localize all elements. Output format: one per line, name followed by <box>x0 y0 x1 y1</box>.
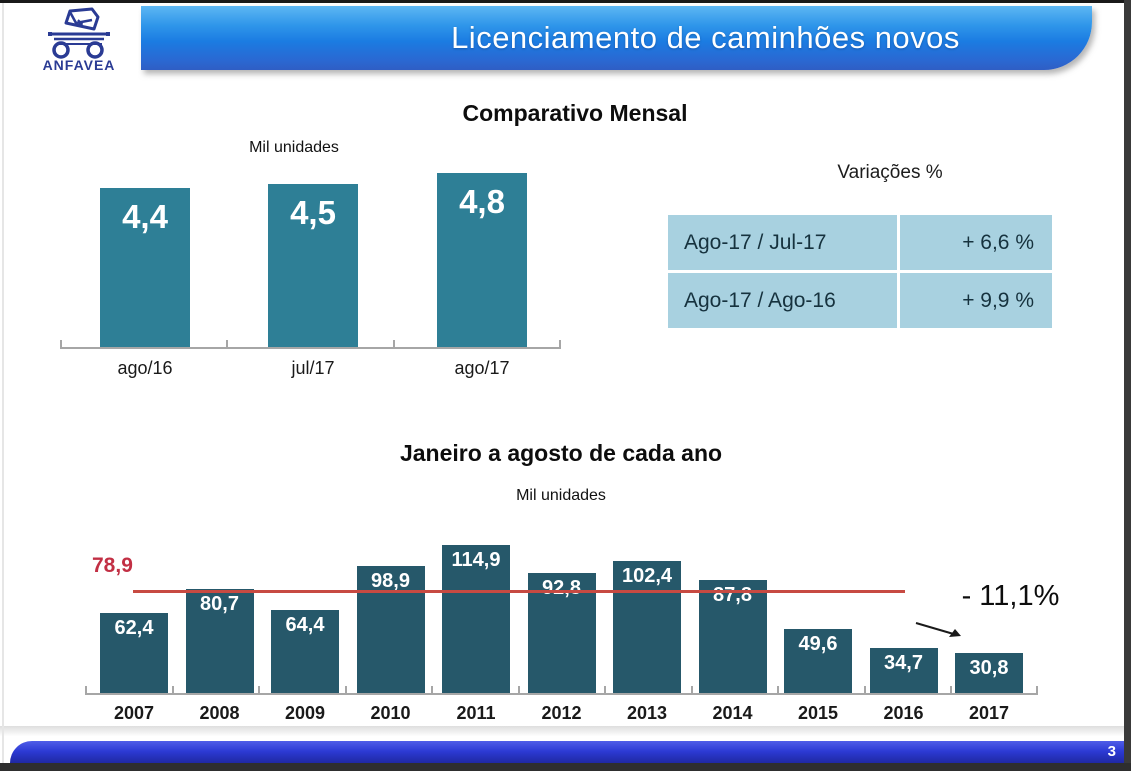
bar-2012: 92,8 <box>527 573 596 693</box>
axis-tick <box>393 340 395 347</box>
bar-jul/17: 4,5 <box>268 184 358 347</box>
axis-tick <box>1036 686 1038 693</box>
anfavea-logo: ANFAVEA <box>20 4 138 78</box>
bar-value-label: 4,8 <box>459 183 505 220</box>
x-axis-label-2016: 2016 <box>883 703 924 723</box>
bar-value-label: 62,4 <box>114 617 154 639</box>
axis-tick <box>226 340 228 347</box>
slide-border-left <box>2 3 4 763</box>
axis-tick <box>950 686 952 693</box>
monthly-bar-chart: 4,4 4,5 4,8 <box>60 160 561 347</box>
axis-tick <box>345 686 347 693</box>
bar-2009: 64,4 <box>271 610 339 693</box>
monthly-chart-title: Comparativo Mensal <box>462 100 688 126</box>
variations-table: Ago-17 / Jul-17 + 6,6 % Ago-17 / Ago-16 … <box>668 215 1052 328</box>
bar-value-label: 92,8 <box>542 577 581 599</box>
axis-tick <box>559 340 561 347</box>
page-number: 3 <box>1107 743 1116 760</box>
slide-border-top <box>0 0 1131 3</box>
x-axis-label-ago/17: ago/17 <box>454 358 510 378</box>
x-axis-label-jul/17: jul/17 <box>291 358 335 378</box>
yearly-bar-chart: 62,4 80,7 64,4 98,9 114,9 92,8 102,4 87,8 49,6 34… <box>85 520 1038 693</box>
axis-tick <box>431 686 433 693</box>
bar-2008: 80,7 <box>185 589 254 693</box>
bar-value-label: 98,9 <box>371 570 410 592</box>
bar-2010: 98,9 <box>356 566 425 693</box>
bar-2007: 62,4 <box>100 613 168 693</box>
slide-border-bottom <box>0 763 1131 771</box>
monthly-chart-unit-label: Mil unidades <box>249 139 339 156</box>
reference-line-label: 78,9 <box>92 554 133 577</box>
axis-tick <box>777 686 779 693</box>
variations-row-value: + 6,6 % <box>900 215 1052 270</box>
bar-value-label: 49,6 <box>798 633 838 655</box>
decline-annotation: - 11,1% <box>961 580 1060 612</box>
axis-tick <box>518 686 520 693</box>
bar-2014: 87,8 <box>698 580 767 693</box>
monthly-chart-x-axis <box>60 340 561 349</box>
footer-band <box>0 726 1124 741</box>
title-banner: Licenciamento de caminhões novos <box>141 6 1092 70</box>
x-axis-label-2011: 2011 <box>456 703 496 723</box>
axis-tick <box>604 686 606 693</box>
bar-ago/17: 4,8 <box>437 173 527 347</box>
truck-logo-icon <box>48 7 110 59</box>
x-axis-label-2013: 2013 <box>626 703 668 723</box>
bar-2011: 114,9 <box>442 545 510 693</box>
axis-tick <box>864 686 866 693</box>
x-axis-label-2008: 2008 <box>199 703 240 723</box>
bar-2015: 49,6 <box>784 629 852 693</box>
axis-tick <box>172 686 174 693</box>
slide-title: Licenciamento de caminhões novos <box>451 20 960 55</box>
yearly-chart-x-axis <box>85 686 1038 695</box>
bar-value-label: 4,5 <box>290 194 336 231</box>
bar-2016: 34,7 <box>869 648 938 693</box>
x-axis-label-2014: 2014 <box>712 703 753 723</box>
yearly-chart-unit-label: Mil unidades <box>516 487 606 504</box>
monthly-chart-x-labels: ago/16 jul/17 ago/17 <box>60 358 561 384</box>
bar-2017: 30,8 <box>955 653 1023 693</box>
x-axis-label-2007: 2007 <box>113 703 155 723</box>
bar-value-label: 64,4 <box>285 614 325 636</box>
x-axis-label-2009: 2009 <box>284 703 326 723</box>
variations-row-value: + 9,9 % <box>900 273 1052 328</box>
x-axis-label-2017: 2017 <box>968 703 1010 723</box>
variations-row-label: Ago-17 / Jul-17 <box>668 215 897 270</box>
yearly-chart-title: Janeiro a agosto de cada ano <box>399 440 723 466</box>
reference-line <box>133 590 905 593</box>
x-axis-label-2015: 2015 <box>797 703 839 723</box>
bar-value-label: 80,7 <box>200 593 239 615</box>
x-axis-label-2012: 2012 <box>541 703 582 723</box>
bar-value-label: 4,4 <box>122 198 168 235</box>
variations-title: Variações % <box>837 162 943 183</box>
bar-2013: 102,4 <box>613 561 681 693</box>
logo-text: ANFAVEA <box>42 57 116 73</box>
x-axis-label-2010: 2010 <box>370 703 411 723</box>
x-axis-label-ago/16: ago/16 <box>117 358 173 378</box>
bar-value-label: 102,4 <box>621 565 673 587</box>
bar-value-label: 87,8 <box>713 584 752 606</box>
bar-value-label: 114,9 <box>451 549 501 571</box>
variations-row-label: Ago-17 / Ago-16 <box>668 273 897 328</box>
axis-tick <box>85 686 87 693</box>
yearly-chart-x-labels: 2007 2008 2009 2010 2011 2012 2013 2014 2015 2016… <box>85 703 1038 729</box>
axis-tick <box>258 686 260 693</box>
axis-tick <box>60 340 62 347</box>
bar-value-label: 30,8 <box>969 657 1009 679</box>
bar-ago/16: 4,4 <box>100 188 190 347</box>
footer-bar: 3 <box>10 741 1124 764</box>
bar-value-label: 34,7 <box>884 652 923 674</box>
decline-arrow-icon <box>915 622 961 637</box>
slide-border-right <box>1124 0 1131 771</box>
axis-tick <box>691 686 693 693</box>
